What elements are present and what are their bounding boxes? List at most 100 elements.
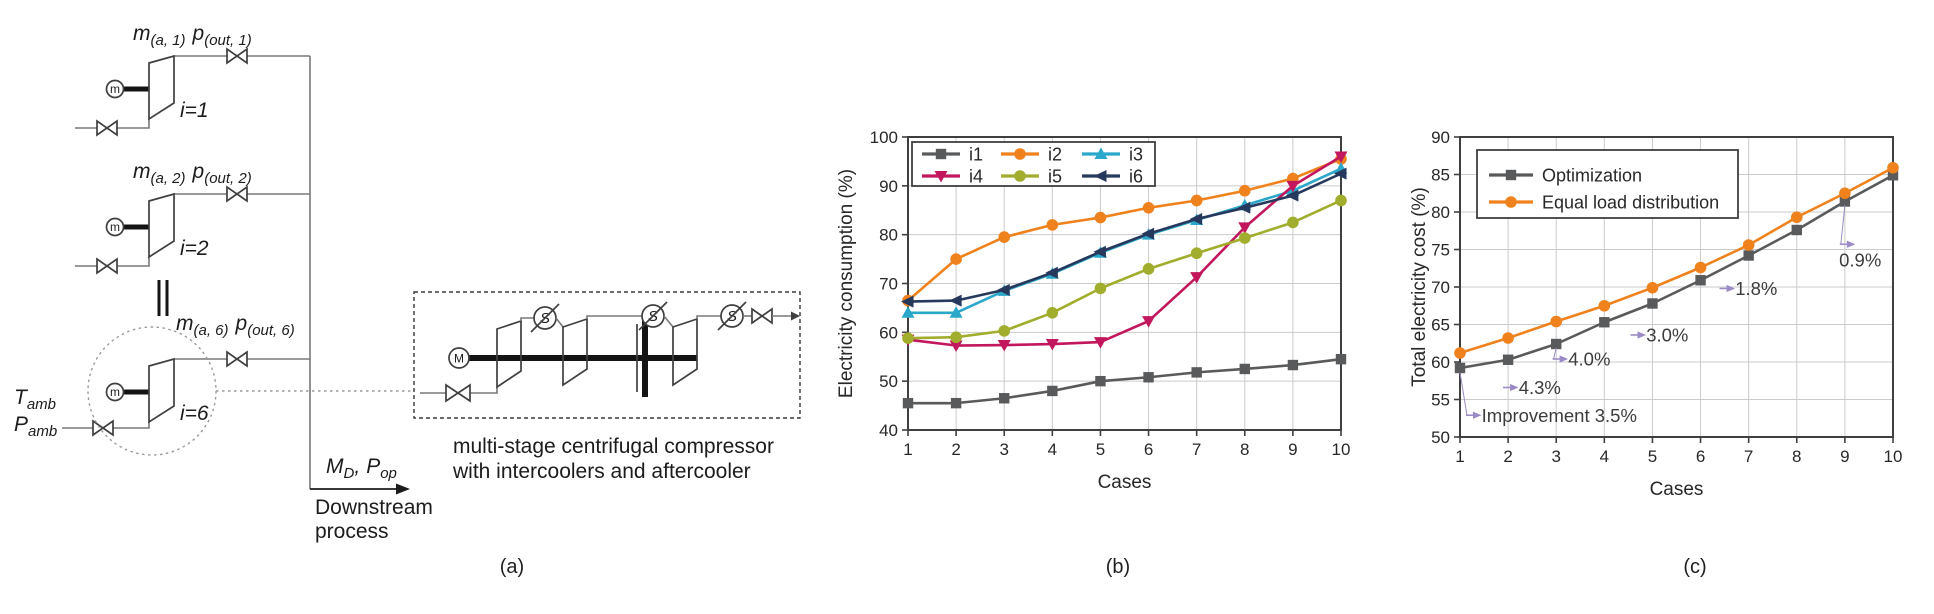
series-i6-marker xyxy=(1334,167,1347,180)
y-tick-label: 80 xyxy=(879,226,898,245)
x-tick-label: 10 xyxy=(1332,440,1351,459)
legend-label: Optimization xyxy=(1542,166,1642,186)
series-Equal load distribution-marker xyxy=(1694,261,1707,274)
x-tick-label: 3 xyxy=(999,440,1008,459)
motor-letter: m xyxy=(110,220,120,234)
annotation-label: 1.8% xyxy=(1735,278,1777,299)
compressor-unit-6: m m(a, 6) p(out, 6) i=6 xyxy=(62,312,310,437)
x-tick-label: 4 xyxy=(1600,447,1609,466)
series-i1-line xyxy=(908,357,1342,405)
compressor-stage-symbol xyxy=(672,317,698,387)
panel-b-chart: 1 2 3 4 5 6 7 8 9 10 40 50 60 70 80 90 100 Electricity co… xyxy=(836,128,1351,493)
series-i2-marker xyxy=(998,231,1011,243)
motor-icon xyxy=(105,217,125,237)
downstream-label-line2: process xyxy=(315,520,389,543)
x-tick-label: 5 xyxy=(1096,440,1105,459)
inlet-valve-icon xyxy=(105,119,118,137)
legend-marker xyxy=(1014,148,1026,160)
aftercooler-slash xyxy=(717,301,747,331)
annotation-leader xyxy=(1459,372,1468,416)
stage-pipe xyxy=(696,315,721,319)
inlet-valve-icon xyxy=(101,419,114,437)
panel-a-diagram: MD, Pop Downstream process m m(a, 1) p(out… xyxy=(14,22,801,543)
series-i2-marker xyxy=(1094,211,1107,224)
series-i6-marker xyxy=(901,295,914,308)
series-i5-marker xyxy=(1287,216,1299,229)
series-Optimization-marker xyxy=(1695,275,1706,286)
y-tick-label: 50 xyxy=(879,372,898,391)
outlet-valve-icon xyxy=(235,185,248,203)
series-i4-marker xyxy=(949,340,963,353)
x-tick-label: 9 xyxy=(1840,447,1849,466)
md-pop-label: MD, Pop xyxy=(326,455,397,482)
series-i6-marker xyxy=(1237,201,1251,214)
detail-inlet-valve-icon xyxy=(445,383,460,403)
stage-pipe xyxy=(586,315,642,319)
series-i5-marker xyxy=(902,332,914,344)
series-i1-marker xyxy=(1335,353,1347,365)
series-i1-marker xyxy=(1287,359,1299,371)
flow-label-2: m(a, 2) p(out, 2) xyxy=(133,160,252,187)
caption-c: (c) xyxy=(1683,556,1707,578)
legend-label: i6 xyxy=(1129,167,1143,187)
caption-a: (a) xyxy=(499,556,525,578)
y-tick-label: 75 xyxy=(1431,241,1450,260)
legend-marker xyxy=(1094,170,1107,182)
compressor-unit-1: m m(a, 1) p(out, 1) i=1 xyxy=(75,22,310,137)
x-tick-label: 6 xyxy=(1696,447,1705,466)
series-i1-marker xyxy=(1047,385,1058,397)
detail-inlet-valve-icon xyxy=(456,383,471,403)
annotation-arrowhead-icon xyxy=(1472,411,1482,419)
series-Equal load distribution-marker xyxy=(1839,187,1851,200)
annotation-label: 4.0% xyxy=(1568,349,1610,370)
series-Equal load distribution-marker xyxy=(1454,347,1466,359)
series-Optimization-marker xyxy=(1743,250,1754,261)
series-i1-marker xyxy=(1143,372,1154,383)
inlet-pipe xyxy=(62,422,150,429)
y-tick-label: 40 xyxy=(879,421,898,440)
annotation-arrowhead-icon xyxy=(1637,331,1647,339)
series-i4-marker xyxy=(1286,180,1300,193)
series-Optimization-marker xyxy=(1647,298,1658,309)
series-Optimization-line xyxy=(1459,174,1894,370)
series-i2-marker xyxy=(1190,194,1203,207)
series-i4-marker xyxy=(997,340,1011,352)
detail-caption-line2: with intercoolers and aftercooler xyxy=(452,460,751,483)
series-i6-marker xyxy=(1045,266,1058,279)
x-tick-label: 1 xyxy=(903,440,912,459)
unit-index-label-6: i=6 xyxy=(180,402,209,425)
series-i5-marker xyxy=(998,325,1011,337)
annotation-label: Improvement 3.5% xyxy=(1482,405,1637,426)
series-i1-marker xyxy=(1191,367,1202,378)
x-tick-label: 7 xyxy=(1744,447,1753,466)
series-Equal load distribution-marker xyxy=(1646,281,1659,294)
inlet-valve-icon xyxy=(96,119,109,137)
series-i5-marker xyxy=(1335,194,1347,207)
p-amb-label: Pamb xyxy=(14,413,57,440)
series-Optimization-marker xyxy=(1551,338,1562,350)
downstream-arrow-head-icon xyxy=(396,483,410,495)
series-Optimization-marker xyxy=(1502,354,1514,365)
series-i2-marker xyxy=(1238,184,1251,197)
series-Equal load distribution-marker xyxy=(1502,332,1514,344)
series-i6-marker xyxy=(949,294,962,307)
annotation-label: 4.3% xyxy=(1519,377,1561,398)
detail-outlet-valve-icon xyxy=(760,307,773,325)
legend-marker xyxy=(1014,170,1026,182)
x-tick-label: 6 xyxy=(1144,440,1153,459)
y-tick-label: 85 xyxy=(1431,166,1450,185)
series-i2-marker xyxy=(1142,202,1155,214)
x-tick-label: 8 xyxy=(1240,440,1249,459)
series-Equal load distribution-marker xyxy=(1598,299,1611,312)
stage-pipe xyxy=(663,315,674,328)
annotation-label: 3.0% xyxy=(1646,325,1688,346)
annotation-arrowhead-icon xyxy=(1510,383,1519,392)
detail-outlet-valve-icon xyxy=(751,307,764,325)
series-i4-line xyxy=(907,155,1342,347)
compressor-stage-symbol xyxy=(562,317,588,387)
x-tick-label: 7 xyxy=(1192,440,1201,459)
annotation-leader xyxy=(1840,205,1846,245)
y-tick-label: 70 xyxy=(1431,278,1450,297)
series-Equal load distribution-marker xyxy=(1550,315,1563,328)
annotation-arrowhead-icon xyxy=(1726,284,1736,293)
